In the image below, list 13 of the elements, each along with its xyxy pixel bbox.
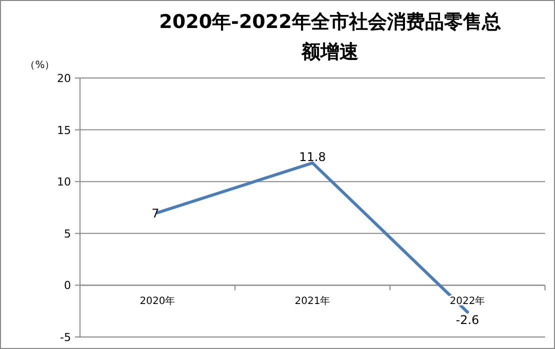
data-label: 11.8 (299, 150, 326, 164)
data-label: -2.6 (456, 313, 480, 328)
y-tick-label: 5 (64, 227, 71, 240)
y-tick-label: 15 (57, 124, 71, 137)
y-tick-label: -5 (60, 331, 71, 344)
y-tick-label: 10 (57, 176, 71, 189)
y-tick-label: 0 (64, 279, 71, 292)
x-tick-label: 2021年 (294, 295, 330, 308)
chart-title: 2020年-2022年全市社会消费品零售总额增速 (159, 11, 501, 63)
y-axis-title: （%） (25, 60, 55, 71)
data-label: 7 (152, 206, 160, 221)
y-tick-label: 20 (57, 72, 71, 85)
x-tick-label: 2020年 (140, 295, 176, 308)
